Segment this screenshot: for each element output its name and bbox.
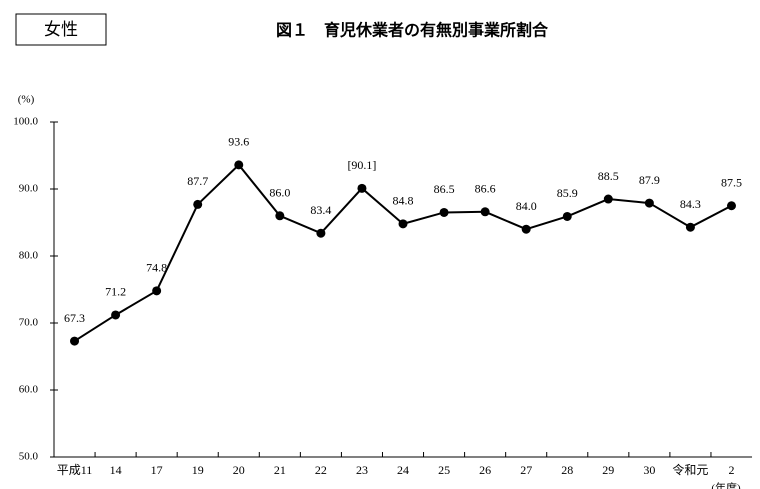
x-tick-label: 23 bbox=[356, 463, 368, 477]
data-label: 93.6 bbox=[228, 135, 249, 149]
data-label: [90.1] bbox=[347, 158, 376, 172]
point bbox=[316, 228, 326, 238]
data-label: 84.8 bbox=[393, 194, 414, 208]
data-label: 84.3 bbox=[680, 197, 701, 211]
x-unit: (年度) bbox=[711, 481, 741, 489]
y-tick-label: 100.0 bbox=[13, 116, 38, 128]
point bbox=[644, 198, 654, 208]
x-tick-label: 22 bbox=[315, 463, 327, 477]
x-tick-label: 20 bbox=[233, 463, 245, 477]
x-tick-label: 29 bbox=[602, 463, 614, 477]
x-tick-label: 28 bbox=[561, 463, 573, 477]
point bbox=[152, 286, 162, 296]
point bbox=[275, 211, 285, 221]
data-label: 86.6 bbox=[475, 182, 496, 196]
y-tick-label: 70.0 bbox=[19, 317, 39, 329]
chart-title: 図１ 育児休業者の有無別事業所割合 bbox=[276, 21, 549, 40]
x-tick-label: 平成11 bbox=[57, 463, 93, 477]
data-label: 88.5 bbox=[598, 169, 619, 183]
badge: 女性 bbox=[44, 20, 78, 40]
y-tick-label: 90.0 bbox=[19, 183, 39, 195]
data-label: 67.3 bbox=[64, 311, 85, 325]
point bbox=[398, 219, 408, 229]
x-tick-label: 14 bbox=[110, 463, 122, 477]
x-tick-label: 21 bbox=[274, 463, 286, 477]
point bbox=[480, 207, 490, 217]
x-tick-label: 24 bbox=[397, 463, 409, 477]
x-tick-label: 17 bbox=[151, 463, 163, 477]
point bbox=[193, 199, 203, 209]
x-tick-label: 19 bbox=[192, 463, 204, 477]
point bbox=[726, 201, 736, 211]
point bbox=[562, 211, 572, 221]
x-tick-label: 26 bbox=[479, 463, 491, 477]
y-tick-label: 80.0 bbox=[19, 250, 39, 262]
x-tick-label: 25 bbox=[438, 463, 450, 477]
data-label: 87.5 bbox=[721, 176, 742, 190]
data-label: 87.9 bbox=[639, 173, 660, 187]
x-tick-label: 令和元 bbox=[672, 462, 708, 477]
line bbox=[73, 163, 732, 342]
data-label: 86.0 bbox=[269, 186, 290, 200]
data-label: 71.2 bbox=[105, 285, 126, 299]
point bbox=[234, 160, 244, 170]
point bbox=[685, 222, 695, 232]
x-tick-label: 30 bbox=[643, 463, 655, 477]
data-label: 85.9 bbox=[557, 186, 578, 200]
y-tick-label: 60.0 bbox=[19, 384, 39, 396]
point bbox=[603, 194, 613, 204]
data-label: 83.4 bbox=[310, 203, 331, 217]
badge-box bbox=[15, 13, 107, 46]
data-label: 84.0 bbox=[516, 199, 537, 213]
point bbox=[111, 310, 121, 320]
data-label: 74.8 bbox=[146, 261, 167, 275]
point bbox=[439, 207, 449, 217]
point bbox=[357, 183, 367, 193]
x-tick-label: 2 bbox=[728, 463, 734, 477]
point bbox=[70, 336, 80, 346]
x-tick-label: 27 bbox=[520, 463, 532, 477]
data-label: 87.7 bbox=[187, 174, 208, 188]
y-unit: (%) bbox=[18, 94, 35, 106]
point bbox=[521, 224, 531, 234]
data-label: 86.5 bbox=[434, 182, 455, 196]
y-tick-label: 50.0 bbox=[19, 451, 39, 463]
